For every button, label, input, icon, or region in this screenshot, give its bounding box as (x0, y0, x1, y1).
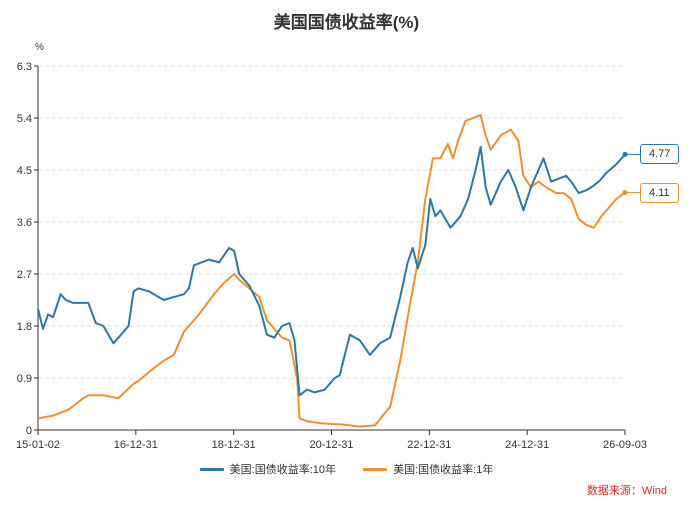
x-tick-label: 24-12-31 (505, 439, 549, 451)
x-tick-label: 15-01-02 (16, 439, 60, 451)
y-tick-label: 3.6 (17, 217, 32, 229)
legend-swatch-1y (363, 467, 388, 471)
axes: 0 0.9 1.8 2.7 3.6 4.5 5.4 6.3 15-01-02 16-12-31 18… (16, 61, 647, 451)
legend-item-1y[interactable]: 美国:国债收益率:1年 (363, 461, 493, 477)
y-tick-label: 2.7 (17, 269, 32, 281)
end-markers (622, 151, 640, 196)
legend-label-1y: 美国:国债收益率:1年 (393, 464, 494, 476)
y-tick-label: 0 (26, 425, 32, 437)
y-axis-unit: % (35, 42, 44, 53)
series-line-10y (37, 145, 626, 397)
legend-swatch-10y (199, 467, 224, 471)
y-tick-label: 6.3 (17, 61, 32, 73)
y-tick-label: 4.5 (17, 165, 32, 177)
legend-item-10y[interactable]: 美国:国债收益率:10年 (199, 461, 337, 477)
gridlines (38, 65, 625, 379)
end-label-1y: 4.11 (640, 182, 679, 203)
x-tick-label: 20-12-31 (309, 439, 353, 451)
data-source-note: 数据来源：Wind (586, 485, 667, 497)
y-tick-label: 0.9 (17, 373, 32, 385)
legend-label-10y: 美国:国债收益率:10年 (229, 464, 337, 476)
series-lines (37, 114, 626, 428)
x-tick-label: 26-09-03 (603, 439, 647, 451)
series-line-1y (37, 114, 626, 428)
x-tick-label: 18-12-31 (212, 439, 256, 451)
x-tick-label: 16-12-31 (114, 439, 158, 451)
end-label-10y: 4.77 (640, 144, 680, 165)
chart-title: 美国国债收益率(%) (273, 13, 420, 32)
legend: 美国:国债收益率:10年 美国:国债收益率:1年 (0, 461, 693, 477)
y-tick-label: 5.4 (17, 113, 32, 125)
y-tick-label: 1.8 (17, 321, 32, 333)
x-tick-label: 22-12-31 (407, 439, 451, 451)
